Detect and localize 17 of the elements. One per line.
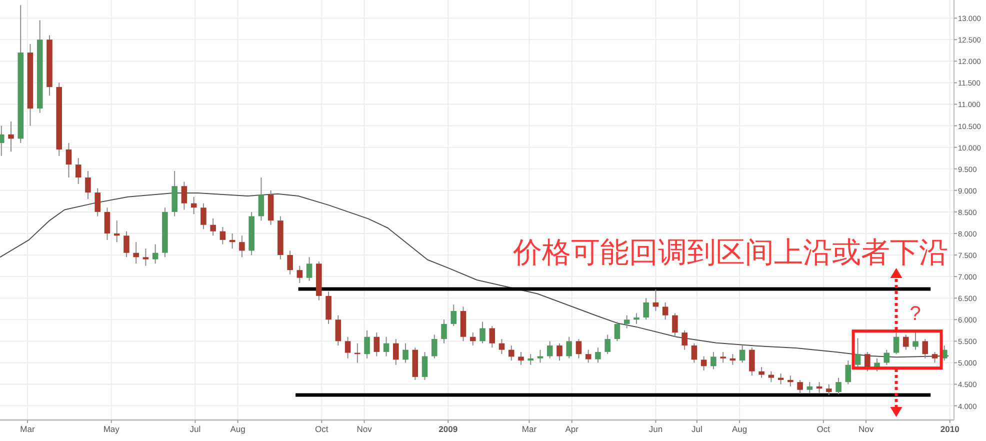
x-tick-label: Aug [732, 424, 748, 434]
x-tick-label: May [103, 424, 120, 434]
x-tick-label: Nov [858, 424, 874, 434]
x-tick-label: Jul [190, 424, 201, 434]
x-tick-label: Mar [20, 424, 35, 434]
x-tick-label: Apr [565, 424, 579, 434]
x-tick-label: Mar [522, 424, 537, 434]
x-tick-label: 2010 [940, 424, 960, 434]
x-tick-label: Jul [692, 424, 702, 434]
x-tick-label: Oct [816, 424, 831, 434]
x-tick-label: 2009 [438, 424, 458, 434]
x-tick-label: Nov [356, 424, 373, 434]
annotation: ? [910, 303, 921, 326]
annotation: 价格可能回调到区间上沿或者下沿 [513, 235, 948, 269]
x-tick-label: Aug [230, 424, 246, 434]
x-tick-label: Jun [648, 424, 663, 434]
x-tick-label: Oct [315, 424, 329, 434]
